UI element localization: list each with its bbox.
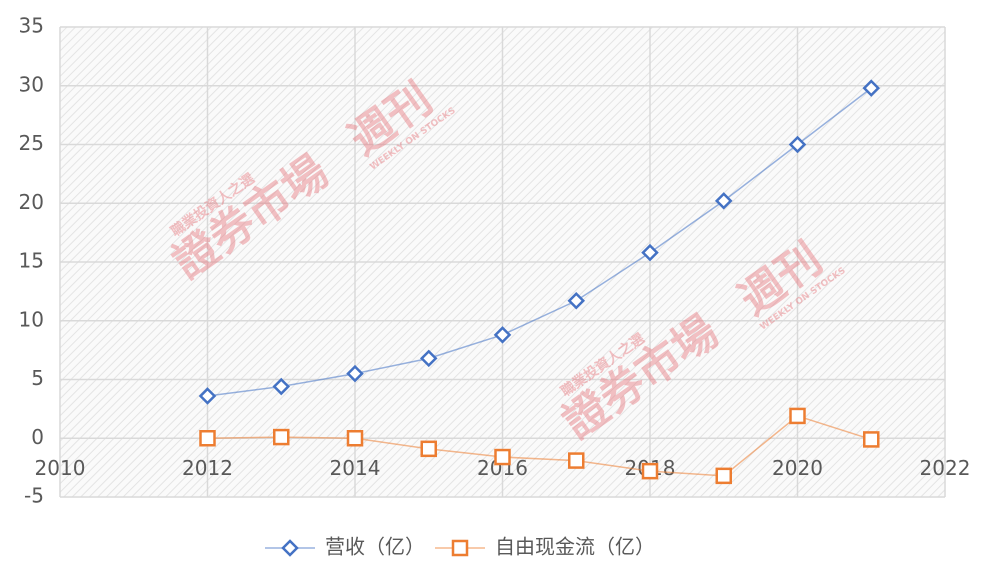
marker: [715, 467, 732, 485]
marker: [863, 431, 880, 448]
y-tick-label: 30: [19, 72, 44, 96]
marker: [641, 243, 659, 262]
marker: [272, 377, 291, 396]
marker: [641, 462, 659, 480]
x-tick-label: 2020: [772, 456, 823, 480]
legend-marker: [281, 539, 299, 557]
marker: [420, 440, 437, 458]
legend-marker: [451, 539, 469, 557]
legend-label: 自由现金流（亿）: [495, 535, 655, 559]
marker: [493, 326, 512, 344]
x-tick-label: 2022: [920, 456, 971, 480]
y-tick-label: 0: [31, 425, 44, 449]
marker: [494, 448, 511, 466]
marker: [568, 452, 585, 469]
y-tick-label: 20: [19, 190, 44, 214]
marker: [862, 79, 881, 97]
series-line: [207, 87, 872, 397]
y-tick-label: 35: [19, 14, 44, 38]
y-tick-label: 15: [19, 249, 44, 273]
marker: [199, 430, 216, 447]
marker: [273, 428, 290, 446]
y-tick-label: -5: [24, 484, 44, 508]
x-tick-label: 2012: [182, 456, 233, 480]
marker: [346, 430, 364, 447]
x-tick-label: 2010: [35, 456, 86, 480]
marker: [714, 192, 733, 210]
y-tick-label: 10: [19, 307, 44, 331]
marker: [419, 349, 438, 368]
y-tick-label: 5: [31, 366, 44, 390]
marker: [346, 364, 364, 383]
x-tick-label: 2014: [330, 456, 381, 480]
marker: [198, 387, 217, 405]
marker: [567, 292, 586, 310]
marker: [788, 135, 807, 154]
y-tick-label: 25: [19, 131, 44, 155]
series-line: [207, 415, 872, 477]
marker: [789, 407, 806, 425]
legend-label: 营收（亿）: [325, 535, 425, 559]
